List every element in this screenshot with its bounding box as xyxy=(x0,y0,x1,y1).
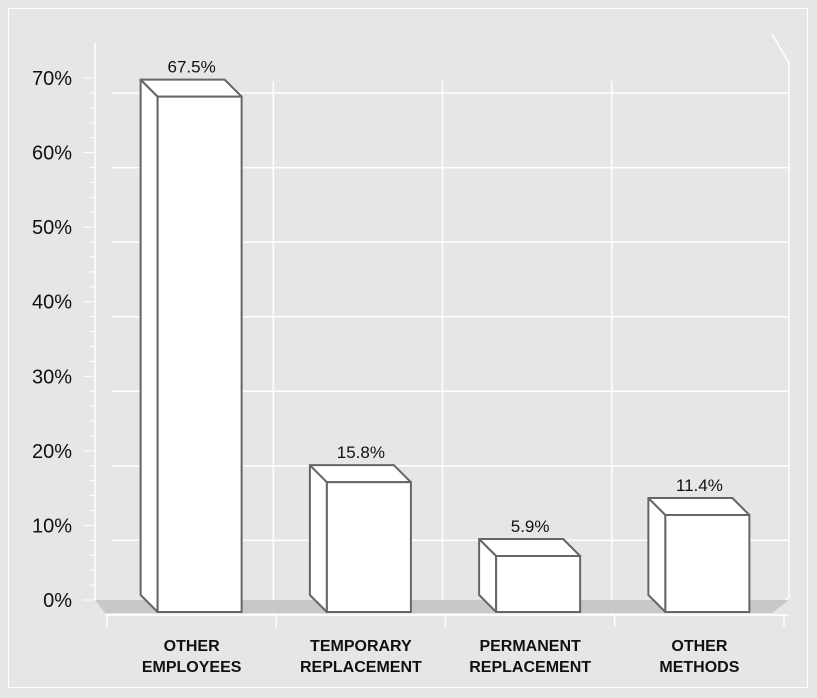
bar-top-0 xyxy=(139,78,243,98)
data-label-2: 5.9% xyxy=(511,517,550,536)
category-label-0: EMPLOYEES xyxy=(142,659,242,676)
y-tick-label: 30% xyxy=(32,366,72,388)
data-label-3: 11.4% xyxy=(676,476,723,495)
y-tick-label: 70% xyxy=(32,68,72,90)
bar-top-1 xyxy=(308,464,412,484)
y-tick-label: 50% xyxy=(32,217,72,239)
back-wall-edge xyxy=(771,33,790,613)
bar-side-1 xyxy=(308,464,328,613)
y-tick-label: 60% xyxy=(32,143,72,165)
data-label-0: 67.5% xyxy=(168,58,216,77)
y-tick-label: 20% xyxy=(32,441,72,463)
category-label-0: OTHER xyxy=(164,638,220,655)
y-tick-label: 0% xyxy=(43,590,72,612)
category-label-1: TEMPORARY xyxy=(310,638,412,655)
bar-0 xyxy=(156,95,243,613)
bar-side-3 xyxy=(647,496,667,613)
bar-3 xyxy=(664,513,751,614)
y-tick-label: 10% xyxy=(32,515,72,537)
chart-floor xyxy=(95,600,789,613)
chart-frame xyxy=(8,8,808,688)
category-label-1: REPLACEMENT xyxy=(300,659,422,676)
category-label-3: METHODS xyxy=(659,659,739,676)
category-label-2: PERMANENT xyxy=(479,638,581,655)
data-label-1: 15.8% xyxy=(337,443,385,462)
category-label-2: REPLACEMENT xyxy=(469,659,591,676)
bar-1 xyxy=(325,481,412,614)
bar-side-0 xyxy=(139,78,159,613)
bar-top-2 xyxy=(478,538,582,558)
category-label-3: OTHER xyxy=(671,638,727,655)
bar-top-3 xyxy=(647,496,751,516)
y-tick-label: 40% xyxy=(32,292,72,314)
bar-2 xyxy=(495,555,582,614)
